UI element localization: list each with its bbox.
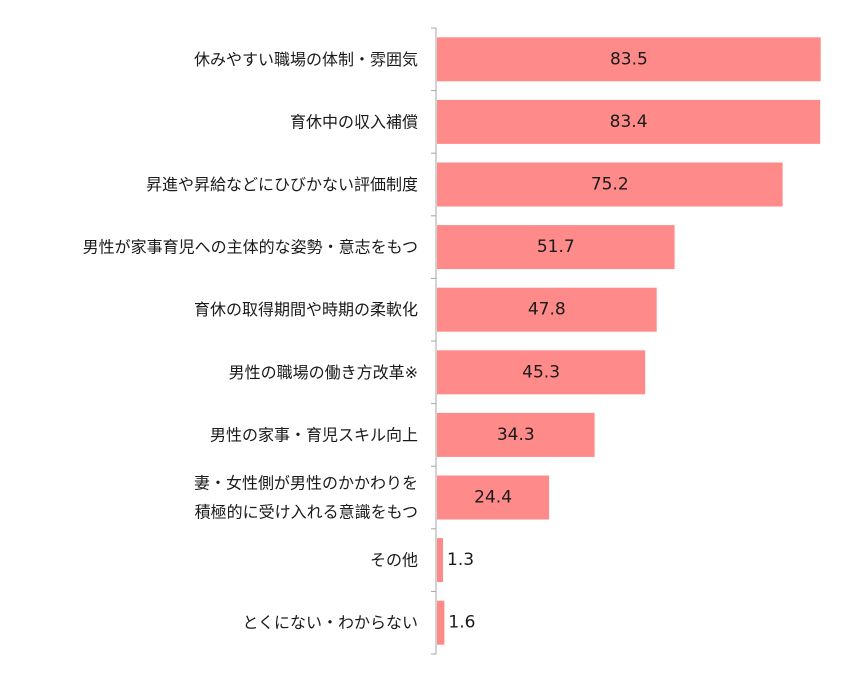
bar bbox=[437, 287, 657, 332]
data-label: 34.3 bbox=[497, 425, 535, 445]
category-label: 育休中の収入補償 bbox=[290, 112, 418, 131]
bar bbox=[437, 37, 821, 82]
bar bbox=[437, 350, 646, 395]
data-label: 1.6 bbox=[448, 613, 475, 633]
category-label: 妻・女性側が男性のかかわりを bbox=[194, 474, 418, 493]
category-label: 男性の職場の働き方改革※ bbox=[229, 363, 418, 382]
bar bbox=[437, 99, 821, 144]
category-label: とくにない・わからない bbox=[242, 613, 418, 632]
category-label: 男性が家事育児への主体的な姿勢・意志をもつ bbox=[83, 238, 418, 257]
bar bbox=[437, 225, 675, 270]
category-label: 昇進や昇給などにひびかない評価制度 bbox=[146, 175, 418, 194]
category-label: 男性の家事・育児スキル向上 bbox=[210, 425, 418, 444]
data-label: 24.4 bbox=[474, 488, 512, 508]
bar bbox=[437, 600, 445, 645]
data-label: 1.3 bbox=[447, 550, 474, 570]
category-label: 積極的に受け入れる意識をもつ bbox=[195, 503, 418, 522]
bar bbox=[437, 162, 783, 207]
category-labels-group: 休みやすい職場の体制・雰囲気育休中の収入補償昇進や昇給などにひびかない評価制度男… bbox=[83, 50, 418, 632]
value-labels-group: 83.5 83.4 75.2 51.7 47.8 45.3 34.3 24.4 1.3 1.6 bbox=[447, 49, 648, 632]
data-label: 45.3 bbox=[522, 362, 560, 382]
data-label: 83.4 bbox=[610, 112, 648, 132]
category-label: その他 bbox=[370, 551, 418, 570]
bar bbox=[437, 475, 550, 520]
bars-group bbox=[437, 37, 821, 645]
data-label: 51.7 bbox=[537, 237, 575, 257]
bar bbox=[437, 412, 595, 457]
data-label: 75.2 bbox=[591, 175, 629, 195]
bar bbox=[437, 538, 443, 583]
data-label: 47.8 bbox=[528, 300, 566, 320]
category-label: 休みやすい職場の体制・雰囲気 bbox=[194, 50, 418, 69]
data-label: 83.5 bbox=[610, 49, 648, 69]
category-label: 育休の取得期間や時期の柔軟化 bbox=[194, 300, 418, 319]
